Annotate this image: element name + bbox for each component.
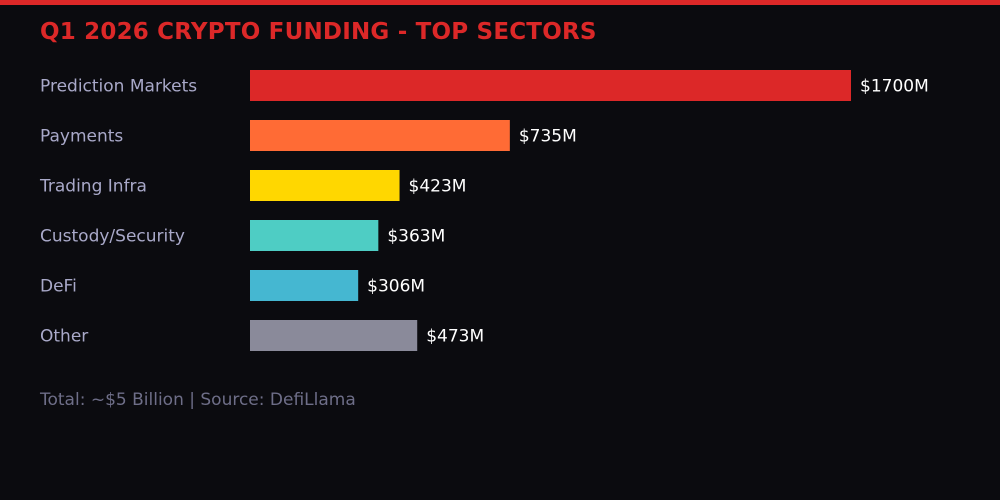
bar <box>250 70 851 101</box>
value-label: $363M <box>387 227 445 247</box>
bar <box>250 220 379 251</box>
category-label: Prediction Markets <box>40 77 197 97</box>
top-accent-bar <box>0 0 1000 5</box>
chart-title: Q1 2026 CRYPTO FUNDING - TOP SECTORS <box>40 19 597 45</box>
value-label: $1700M <box>860 77 929 97</box>
bar <box>250 270 359 301</box>
category-label: Payments <box>40 127 123 147</box>
category-label: DeFi <box>40 277 77 297</box>
value-label: $306M <box>367 277 425 297</box>
value-label: $735M <box>519 127 577 147</box>
bar <box>250 320 418 351</box>
category-label: Trading Infra <box>39 177 147 197</box>
value-label: $423M <box>409 177 467 197</box>
bar <box>250 170 400 201</box>
bar <box>250 120 510 151</box>
category-label: Custody/Security <box>40 227 185 247</box>
chart-footer: Total: ~$5 Billion | Source: DefiLlama <box>40 390 356 410</box>
value-label: $473M <box>426 327 484 347</box>
category-label: Other <box>40 327 88 347</box>
